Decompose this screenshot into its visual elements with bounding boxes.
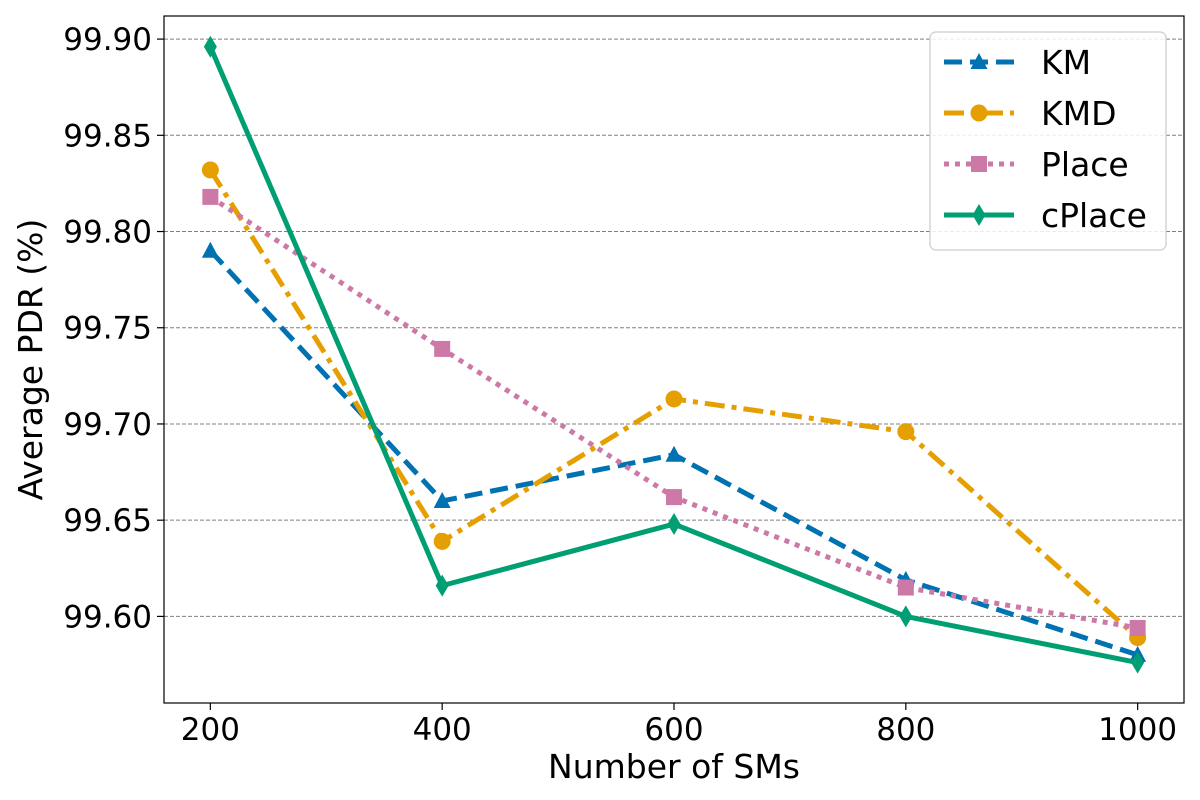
data-point-km xyxy=(201,241,219,258)
data-point-cplace xyxy=(435,574,449,597)
data-point-place xyxy=(897,579,914,596)
x-axis-ticks: 200 400 600 800 1000 xyxy=(181,703,1177,748)
series-place xyxy=(202,188,1146,636)
data-point-cplace xyxy=(1131,651,1145,674)
data-point-place xyxy=(434,340,451,357)
y-tick-label: 99.70 xyxy=(63,407,152,443)
legend-entry-place: Place xyxy=(944,145,1129,184)
data-point-place xyxy=(1129,619,1146,636)
legend-label-kmd: KMD xyxy=(1041,94,1117,133)
series-km xyxy=(201,241,1147,662)
x-tick-label: 200 xyxy=(181,712,240,748)
data-point-kmd xyxy=(433,532,451,550)
data-point-cplace xyxy=(667,513,681,536)
data-point-kmd xyxy=(897,423,915,441)
data-point-place xyxy=(666,489,682,506)
legend-label-place: Place xyxy=(1041,145,1129,184)
legend-entry-km: KM xyxy=(944,43,1091,82)
data-point-cplace xyxy=(203,35,217,58)
y-axis-ticks: 99.60 99.65 99.70 99.75 99.80 99.85 99.90 xyxy=(63,22,164,635)
legend: KM KMD Place cPlace xyxy=(929,31,1167,251)
series-lines xyxy=(201,35,1147,674)
data-point-km xyxy=(665,445,683,462)
data-point-kmd xyxy=(201,161,219,179)
x-tick-label: 600 xyxy=(644,712,703,748)
y-tick-label: 99.60 xyxy=(63,599,152,635)
series-kmd xyxy=(201,161,1147,647)
y-tick-label: 99.80 xyxy=(63,215,152,251)
y-tick-label: 99.75 xyxy=(63,311,152,347)
legend-marker-kmd xyxy=(970,104,988,122)
x-tick-label: 800 xyxy=(876,712,935,748)
y-tick-label: 99.85 xyxy=(63,118,152,154)
legend-box xyxy=(929,31,1167,251)
x-tick-label: 1000 xyxy=(1098,712,1177,748)
legend-marker-cplace xyxy=(972,204,986,226)
data-point-cplace xyxy=(899,605,913,628)
data-point-kmd xyxy=(665,390,683,408)
series-cplace xyxy=(203,35,1145,674)
grid-lines xyxy=(164,38,1184,617)
legend-label-cplace: cPlace xyxy=(1041,196,1147,235)
x-tick-label: 400 xyxy=(413,712,472,748)
y-tick-label: 99.65 xyxy=(63,503,152,539)
y-axis-label: Average PDR (%) xyxy=(11,219,50,501)
x-axis-label: Number of SMs xyxy=(548,747,800,786)
legend-label-km: KM xyxy=(1041,43,1091,82)
data-point-km xyxy=(433,491,451,508)
series-line-place xyxy=(208,194,1139,631)
legend-entry-cplace: cPlace xyxy=(944,196,1147,235)
y-tick-label: 99.90 xyxy=(63,22,152,58)
legend-entry-kmd: KMD xyxy=(944,94,1117,133)
data-point-place xyxy=(202,188,219,205)
legend-marker-place xyxy=(971,156,987,172)
legend-marker-km xyxy=(970,53,988,69)
